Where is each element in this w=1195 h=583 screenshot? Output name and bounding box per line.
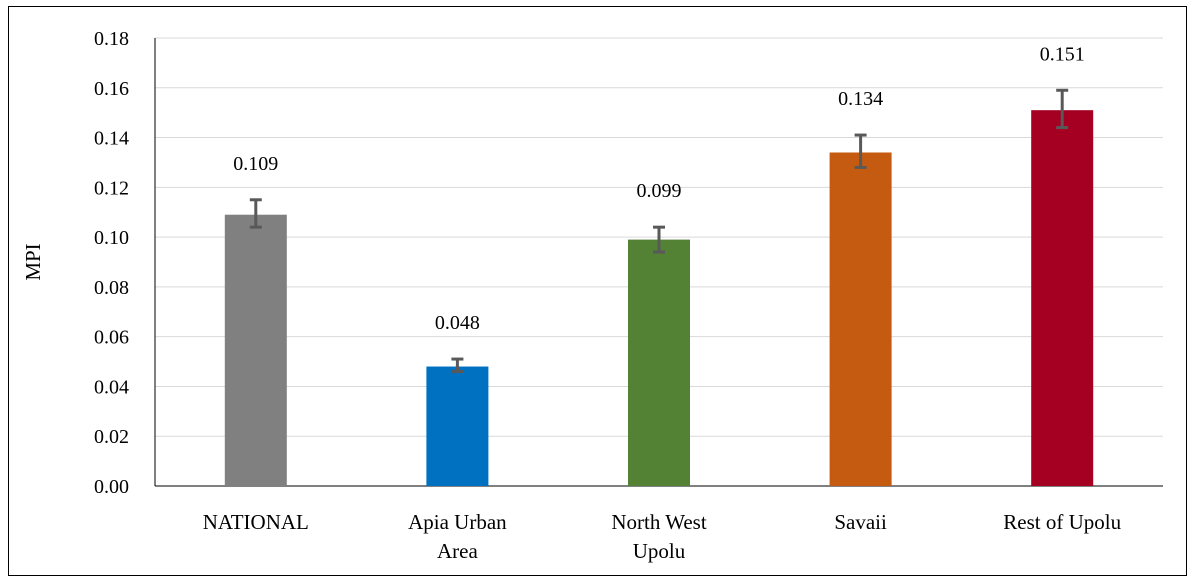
- x-category-label: Apia Urban Area: [408, 510, 507, 563]
- y-tick-label: 0.00: [94, 476, 129, 498]
- bar: [1031, 110, 1094, 486]
- x-category-label: NATIONAL: [203, 510, 309, 534]
- x-category-label-line: Savaii: [834, 510, 887, 534]
- x-category-label-line: NATIONAL: [203, 510, 309, 534]
- y-tick-label: 0.14: [94, 128, 129, 150]
- y-tick-label: 0.02: [94, 426, 129, 448]
- bar: [426, 366, 489, 486]
- y-tick-label: 0.18: [94, 28, 129, 50]
- x-category-label-line: Area: [437, 539, 478, 563]
- x-category-label-line: Rest of Upolu: [1003, 510, 1121, 534]
- y-tick-label: 0.06: [94, 327, 129, 349]
- x-category-label-line: North West: [611, 510, 706, 534]
- data-label: 0.109: [233, 153, 278, 175]
- data-label: 0.048: [435, 312, 480, 334]
- y-axis-label: MPI: [21, 243, 45, 280]
- data-labels: 0.109 0.048 0.099 0.134 0.151: [233, 43, 1084, 334]
- data-label: 0.099: [637, 180, 682, 202]
- data-label: 0.151: [1040, 43, 1085, 65]
- error-bars: [249, 88, 1069, 374]
- y-tick-labels: 0.00 0.02 0.04 0.06 0.08 0.10 0.12 0.14 0.16 0.18: [94, 28, 129, 498]
- bar: [224, 214, 287, 486]
- y-tick-label: 0.12: [94, 177, 129, 199]
- x-category-label: North West Upolu: [611, 510, 706, 563]
- chart-frame: [8, 6, 1187, 576]
- gridlines: [155, 37, 1163, 437]
- bar: [628, 239, 690, 486]
- x-category-label: Rest of Upolu: [1003, 510, 1121, 534]
- y-tick-label: 0.08: [94, 277, 129, 299]
- x-category-label: Savaii: [834, 510, 887, 534]
- y-tick-label: 0.04: [94, 376, 129, 398]
- bars: [224, 110, 1094, 486]
- x-category-labels: NATIONAL Apia Urban Area North West Upolu Sav…: [203, 510, 1122, 563]
- x-category-label-line: Upolu: [633, 539, 686, 563]
- x-category-label-line: Apia Urban: [408, 510, 507, 534]
- y-tick-label: 0.16: [94, 78, 129, 100]
- data-label: 0.134: [838, 88, 883, 110]
- bar: [829, 152, 892, 486]
- y-tick-label: 0.10: [94, 227, 129, 249]
